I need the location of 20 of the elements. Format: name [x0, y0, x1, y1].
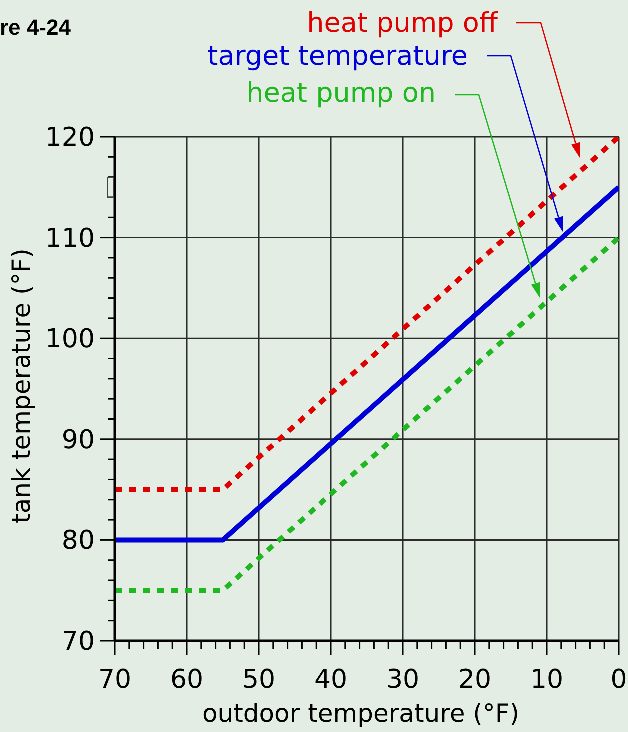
x-tick-label: 20 [458, 665, 492, 695]
x-axis-title: outdoor temperature (°F) [202, 699, 520, 728]
y-tick-label: 120 [45, 123, 95, 153]
text: heat pump off [307, 8, 500, 39]
x-tick-label: 0 [610, 665, 628, 695]
y-tick-label: 110 [45, 224, 95, 254]
y-tick-label: 80 [62, 526, 95, 556]
x-tick-label: 60 [170, 665, 204, 695]
x-tick-label: 30 [386, 665, 420, 695]
y-tick-label: 70 [62, 627, 95, 657]
y-tick-label: 100 [45, 324, 95, 355]
x-tick-label: 70 [98, 665, 132, 695]
chart-title: re 4-24 [0, 15, 72, 40]
text: target temperature [208, 41, 468, 72]
x-tick-label: 40 [314, 665, 348, 695]
x-tick-label: 50 [242, 665, 276, 695]
x-tick-label: 10 [530, 665, 564, 695]
text: heat pump on [246, 78, 436, 109]
y-axis-title: tank temperature (°F) [7, 248, 36, 524]
y-tick-label: 90 [62, 425, 95, 456]
